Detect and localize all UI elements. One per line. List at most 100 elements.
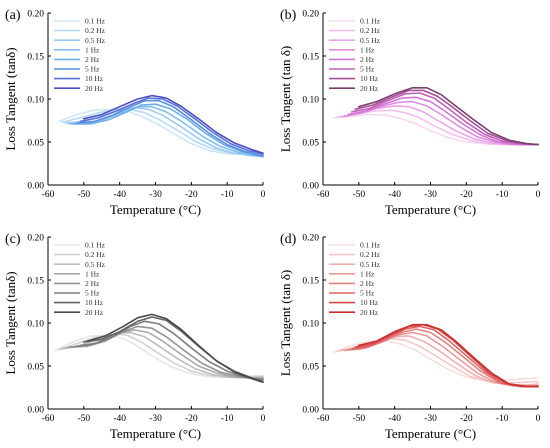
series-line-5: [68, 325, 264, 380]
legend-label: 10 Hz: [85, 298, 104, 307]
legend-label: 10 Hz: [360, 298, 379, 307]
x-tick-label: -40: [113, 414, 126, 424]
legend-label: 20 Hz: [85, 308, 104, 317]
series-line-8: [358, 87, 539, 146]
series-line-5: [72, 103, 264, 158]
y-axis-title: Loss Tangent (tanδ): [3, 47, 18, 150]
x-tick-label: -60: [42, 190, 55, 200]
chart-panel-2: -60 -50 -40 -30 -20 -10 0 0.00 0.05 0.10 0.15 0.20 T…: [278, 8, 541, 217]
x-tick-label: -50: [77, 190, 90, 200]
legend-label: 2 Hz: [85, 279, 100, 288]
x-tick-label: 0: [536, 190, 541, 200]
series-line-4: [68, 105, 264, 158]
y-tick-label: 0.20: [27, 10, 44, 20]
panel-label: (a): [5, 8, 21, 23]
x-tick-label: 0: [261, 190, 266, 200]
y-tick-label: 0.15: [302, 53, 319, 63]
series-line-6: [350, 92, 539, 146]
legend-label: 1 Hz: [360, 45, 375, 54]
legend-label: 5 Hz: [85, 65, 100, 74]
x-tick-label: -50: [352, 190, 365, 200]
legend-label: 20 Hz: [360, 84, 379, 93]
panel-label: (b): [280, 8, 297, 23]
y-tick-label: 0.15: [27, 277, 44, 287]
legend-label: 0.2 Hz: [360, 26, 381, 35]
y-axis-title: Loss Tangent (tanδ): [3, 271, 18, 374]
x-tick-label: 0: [261, 414, 266, 424]
y-tick-label: 0.10: [302, 96, 319, 106]
series-line-5: [347, 328, 539, 388]
y-tick-label: 0.05: [27, 139, 44, 149]
y-axis-title: Loss Tangent (tan δ): [278, 270, 293, 376]
series-line-5: [347, 96, 539, 146]
y-tick-label: 0.15: [27, 53, 44, 63]
y-tick-label: 0.20: [302, 10, 319, 20]
legend-label: 0.5 Hz: [85, 36, 106, 45]
series-line-7: [79, 97, 264, 155]
legend-label: 1 Hz: [85, 269, 100, 278]
legend-label: 2 Hz: [360, 279, 375, 288]
y-tick-label: 0.05: [302, 363, 319, 373]
x-tick-label: -10: [496, 414, 509, 424]
legend-label: 5 Hz: [85, 289, 100, 298]
legend-label: 0.2 Hz: [85, 26, 106, 35]
y-tick-label: 0.20: [27, 234, 44, 244]
legend-label: 1 Hz: [85, 45, 100, 54]
y-tick-label: 0.10: [27, 320, 44, 330]
legend-label: 10 Hz: [360, 74, 379, 83]
y-tick-label: 0.10: [302, 320, 319, 330]
panel-label: (c): [5, 232, 21, 247]
y-tick-label: 0.00: [27, 182, 44, 192]
y-tick-label: 0.00: [302, 406, 319, 416]
legend-label: 0.1 Hz: [85, 241, 106, 250]
x-tick-label: -30: [149, 414, 162, 424]
legend-label: 1 Hz: [360, 269, 375, 278]
x-tick-label: -60: [317, 190, 330, 200]
series-line-8: [358, 323, 539, 388]
legend-label: 0.1 Hz: [360, 17, 381, 26]
legend-label: 0.2 Hz: [360, 250, 381, 259]
legend-label: 20 Hz: [85, 84, 104, 93]
series-line-6: [75, 320, 264, 381]
series-line-6: [75, 99, 264, 157]
legend-label: 0.2 Hz: [85, 250, 106, 259]
x-tick-label: -60: [317, 414, 330, 424]
chart-panel-4: -60 -50 -40 -30 -20 -10 0 0.00 0.05 0.10 0.15 0.20 T…: [278, 232, 541, 441]
x-axis-title: Temperature (°C): [110, 426, 201, 441]
legend-label: 0.1 Hz: [85, 17, 106, 26]
legend-label: 2 Hz: [360, 55, 375, 64]
chart-panel-1: -60 -50 -40 -30 -20 -10 0 0.00 0.05 0.10 0.15 0.20 T…: [3, 8, 266, 217]
y-tick-label: 0.00: [302, 182, 319, 192]
legend-label: 0.1 Hz: [360, 241, 381, 250]
x-tick-label: -30: [424, 190, 437, 200]
legend-label: 10 Hz: [85, 74, 104, 83]
x-tick-label: 0: [536, 414, 541, 424]
x-axis-title: Temperature (°C): [385, 426, 476, 441]
legend-label: 20 Hz: [360, 308, 379, 317]
x-tick-label: -40: [388, 414, 401, 424]
x-tick-label: -30: [424, 414, 437, 424]
y-tick-label: 0.00: [27, 406, 44, 416]
x-tick-label: -40: [388, 190, 401, 200]
y-tick-label: 0.05: [302, 139, 319, 149]
x-tick-label: -20: [185, 414, 198, 424]
x-tick-label: -50: [77, 414, 90, 424]
legend-label: 0.5 Hz: [360, 36, 381, 45]
legend-label: 2 Hz: [85, 55, 100, 64]
y-tick-label: 0.10: [27, 96, 44, 106]
y-axis-title: Loss Tangent (tan δ): [278, 46, 293, 152]
x-tick-label: -40: [113, 190, 126, 200]
x-axis-title: Temperature (°C): [110, 202, 201, 217]
x-axis-title: Temperature (°C): [385, 202, 476, 217]
y-tick-label: 0.20: [302, 234, 319, 244]
panel-label: (d): [280, 232, 297, 247]
chart-panel-3: -60 -50 -40 -30 -20 -10 0 0.00 0.05 0.10 0.15 0.20 T…: [3, 232, 266, 441]
x-tick-label: -10: [221, 414, 234, 424]
series-line-6: [350, 325, 539, 388]
legend-label: 5 Hz: [360, 289, 375, 298]
legend-label: 5 Hz: [360, 65, 375, 74]
y-tick-label: 0.05: [27, 363, 44, 373]
x-tick-label: -20: [460, 414, 473, 424]
x-tick-label: -50: [352, 414, 365, 424]
